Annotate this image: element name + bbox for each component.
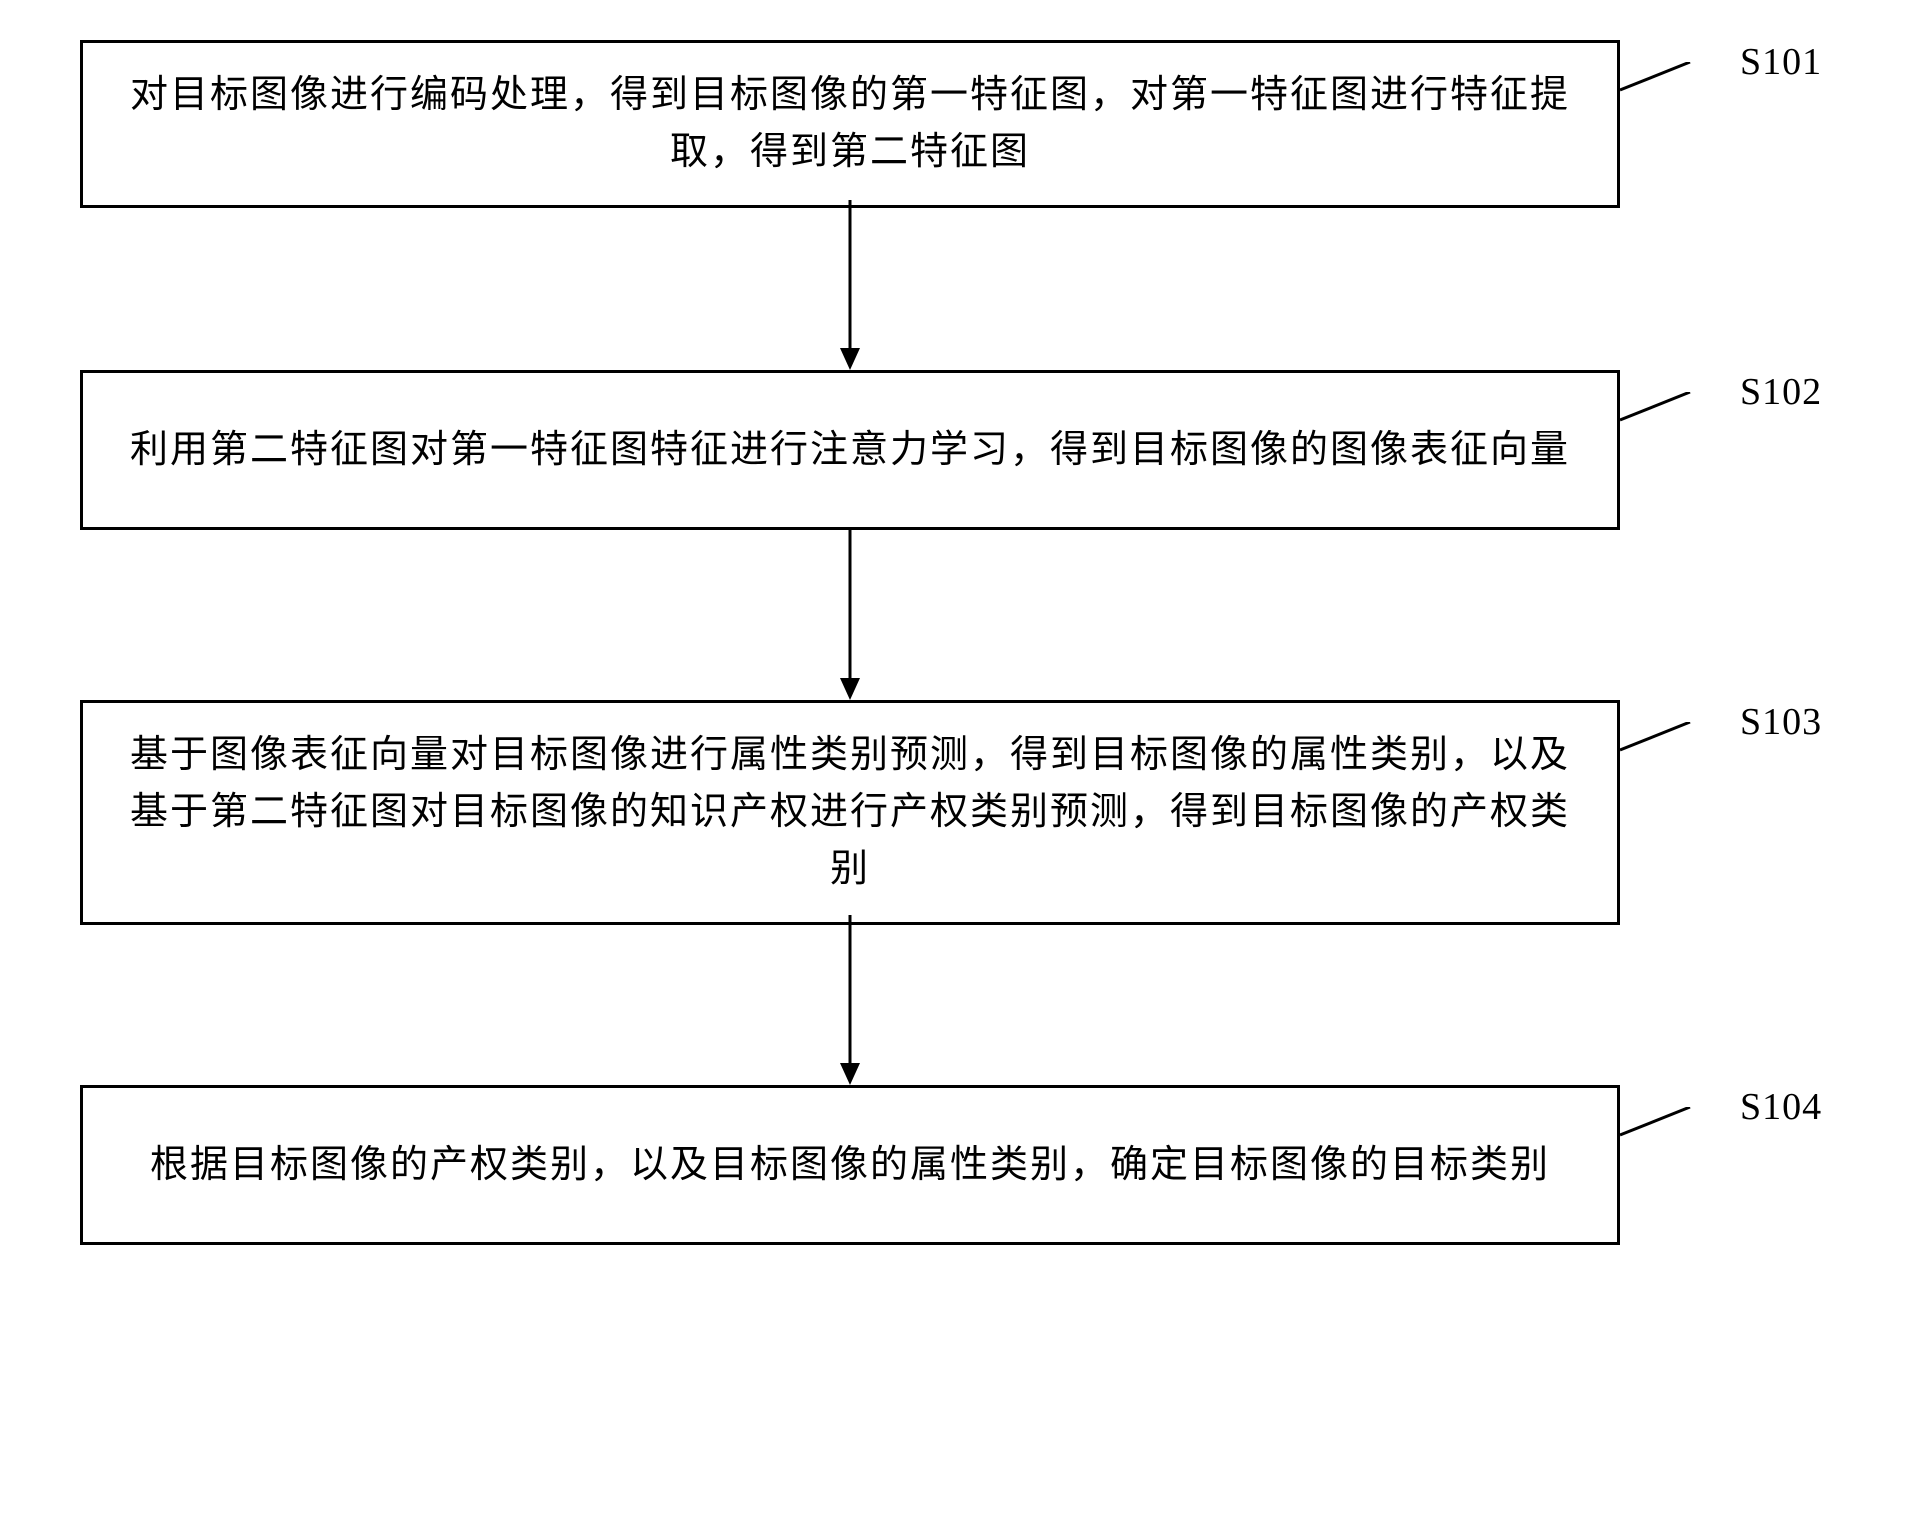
leader-line-s102 (1620, 392, 1740, 442)
flow-arrow (834, 915, 866, 1085)
flow-node: 基于图像表征向量对目标图像进行属性类别预测，得到目标图像的属性类别，以及基于第二… (80, 700, 1620, 925)
flow-node-box-s104: 根据目标图像的产权类别，以及目标图像的属性类别，确定目标图像的目标类别 (80, 1085, 1620, 1245)
step-label-s101: S101 (1740, 40, 1822, 84)
flow-node-text: 基于图像表征向量对目标图像进行属性类别预测，得到目标图像的属性类别，以及基于第二… (123, 727, 1577, 898)
step-label-s103: S103 (1740, 700, 1822, 744)
flow-node-box-s103: 基于图像表征向量对目标图像进行属性类别预测，得到目标图像的属性类别，以及基于第二… (80, 700, 1620, 925)
flow-arrow (834, 200, 866, 370)
flow-node-box-s101: 对目标图像进行编码处理，得到目标图像的第一特征图，对第一特征图进行特征提取，得到… (80, 40, 1620, 208)
step-label-s104: S104 (1740, 1085, 1822, 1129)
flow-node: 根据目标图像的产权类别，以及目标图像的属性类别，确定目标图像的目标类别 (80, 1085, 1620, 1245)
flow-node-box-s102: 利用第二特征图对第一特征图特征进行注意力学习，得到目标图像的图像表征向量 (80, 370, 1620, 530)
flow-node-text: 利用第二特征图对第一特征图特征进行注意力学习，得到目标图像的图像表征向量 (130, 422, 1570, 479)
leader-line-s103 (1620, 722, 1740, 772)
flow-node-text: 根据目标图像的产权类别，以及目标图像的属性类别，确定目标图像的目标类别 (150, 1137, 1550, 1194)
leader-line-s104 (1620, 1107, 1740, 1157)
leader-line-s101 (1620, 62, 1740, 112)
flow-node: 利用第二特征图对第一特征图特征进行注意力学习，得到目标图像的图像表征向量 (80, 370, 1620, 530)
flow-node-text: 对目标图像进行编码处理，得到目标图像的第一特征图，对第一特征图进行特征提取，得到… (123, 67, 1577, 181)
step-label-s102: S102 (1740, 370, 1822, 414)
flow-arrow (834, 530, 866, 700)
flow-node: 对目标图像进行编码处理，得到目标图像的第一特征图，对第一特征图进行特征提取，得到… (80, 40, 1620, 208)
